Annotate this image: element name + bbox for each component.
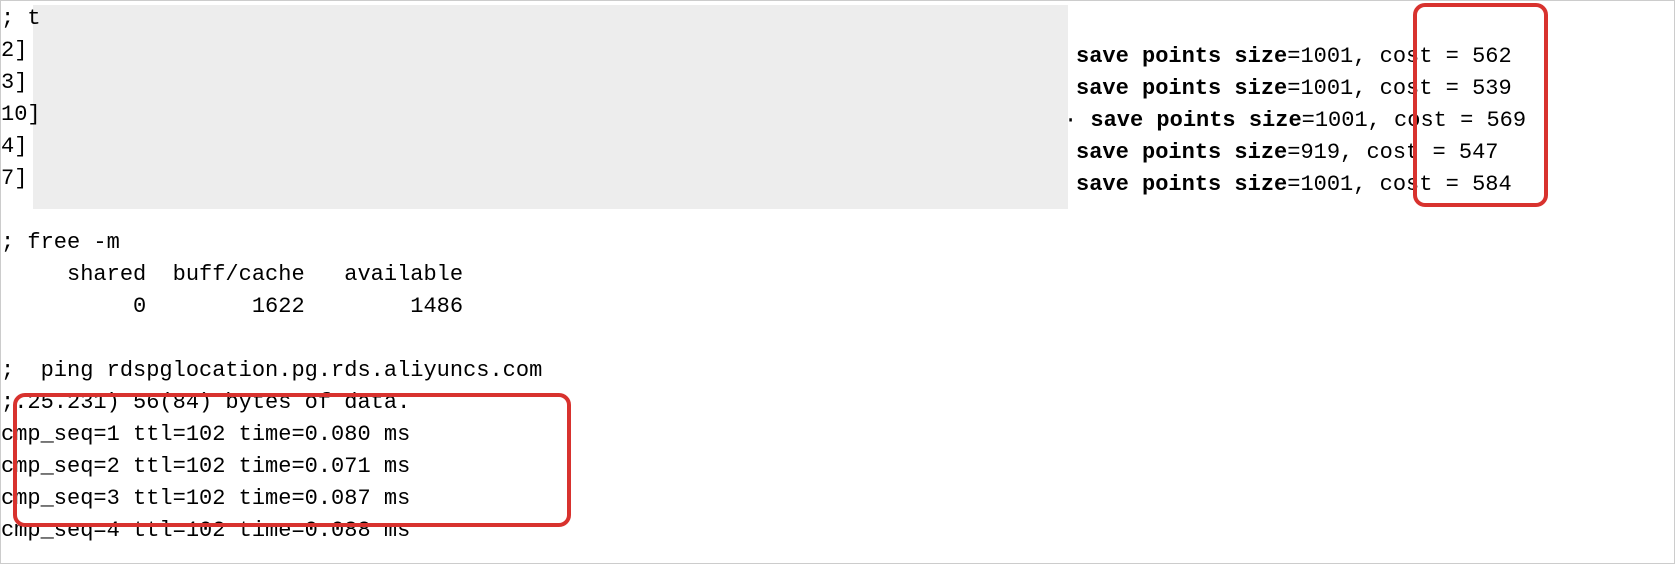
fragment-line: 3] [1, 67, 1674, 99]
blank-line [1, 195, 1674, 227]
ping-result-line: cmp_seq=4 ttl=102 time=0.088 ms [1, 515, 1674, 547]
free-header: shared buff/cache available [1, 259, 1674, 291]
terminal-output: ; t 2] 3] 10] 4] 7] ; free -m shared buf… [1, 3, 1674, 547]
fragment-line: 7] [1, 163, 1674, 195]
ping-result-line: cmp_seq=2 ttl=102 time=0.071 ms [1, 451, 1674, 483]
ping-result-line: cmp_seq=1 ttl=102 time=0.080 ms [1, 419, 1674, 451]
fragment-line: 4] [1, 131, 1674, 163]
fragment-line: 10] [1, 99, 1674, 131]
fragment-line: ; t [1, 3, 1674, 35]
blank-line [1, 323, 1674, 355]
fragment-line: 2] [1, 35, 1674, 67]
ping-result-line: cmp_seq=3 ttl=102 time=0.087 ms [1, 483, 1674, 515]
ping-command: ; ping rdspglocation.pg.rds.aliyuncs.com [1, 355, 1674, 387]
free-values: 0 1622 1486 [1, 291, 1674, 323]
free-command: ; free -m [1, 227, 1674, 259]
ping-header: ;.25.231) 56(84) bytes of data. [1, 387, 1674, 419]
